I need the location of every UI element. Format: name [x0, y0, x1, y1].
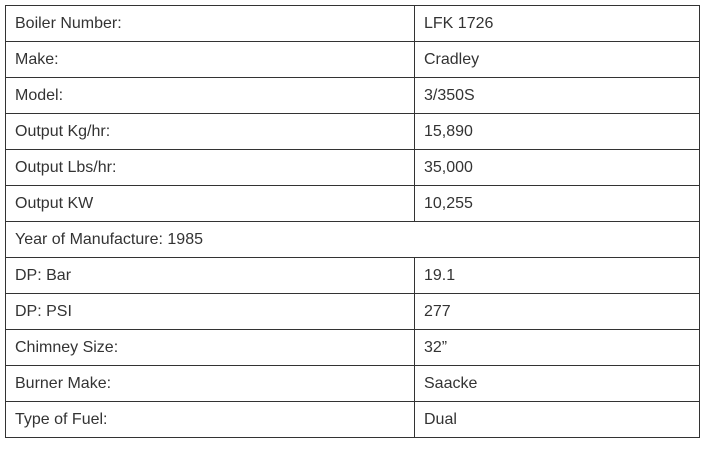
table-row: Boiler Number: LFK 1726 [5, 5, 700, 42]
table-row: Make: Cradley [5, 41, 700, 78]
table-row: DP: PSI 277 [5, 293, 700, 330]
value-cell: 3/350S [414, 77, 700, 114]
table-row: Output Lbs/hr: 35,000 [5, 149, 700, 186]
table-row: Chimney Size: 32” [5, 329, 700, 366]
label-cell: Type of Fuel: [5, 401, 415, 438]
value-cell: 19.1 [414, 257, 700, 294]
table-row: Output KW 10,255 [5, 185, 700, 222]
table-row: Year of Manufacture: 1985 [5, 221, 700, 258]
label-cell: Output Lbs/hr: [5, 149, 415, 186]
value-cell: Saacke [414, 365, 700, 402]
table-row: Output Kg/hr: 15,890 [5, 113, 700, 150]
label-cell: DP: PSI [5, 293, 415, 330]
table-row: Model: 3/350S [5, 77, 700, 114]
value-cell: 10,255 [414, 185, 700, 222]
label-cell: Burner Make: [5, 365, 415, 402]
label-cell: Boiler Number: [5, 5, 415, 42]
boiler-table: Boiler Number: LFK 1726 Make: Cradley Model:… [5, 5, 700, 438]
value-cell: 15,890 [414, 113, 700, 150]
label-cell: DP: Bar [5, 257, 415, 294]
table-row: DP: Bar 19.1 [5, 257, 700, 294]
value-cell: 32” [414, 329, 700, 366]
value-cell: Dual [414, 401, 700, 438]
label-cell: Make: [5, 41, 415, 78]
value-cell: 277 [414, 293, 700, 330]
table-row: Type of Fuel: Dual [5, 401, 700, 438]
value-cell: 35,000 [414, 149, 700, 186]
value-cell: Cradley [414, 41, 700, 78]
table-row: Burner Make: Saacke [5, 365, 700, 402]
label-cell: Chimney Size: [5, 329, 415, 366]
label-cell: Output Kg/hr: [5, 113, 415, 150]
label-cell: Output KW [5, 185, 415, 222]
label-cell: Year of Manufacture: 1985 [5, 221, 700, 258]
label-cell: Model: [5, 77, 415, 114]
value-cell: LFK 1726 [414, 5, 700, 42]
